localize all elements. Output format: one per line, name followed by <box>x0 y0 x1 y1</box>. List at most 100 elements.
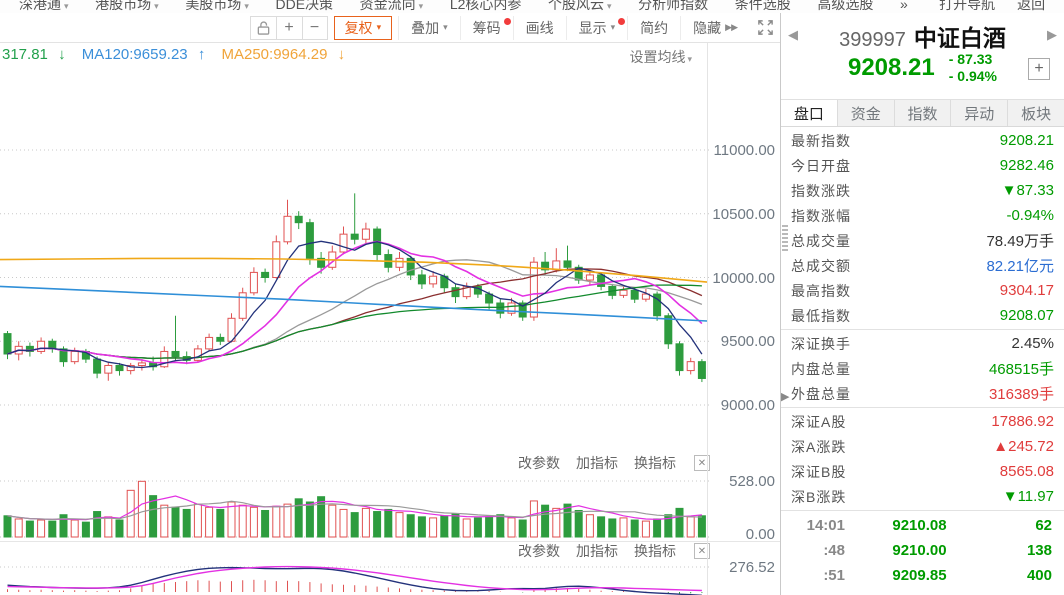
toolbar-button-筹码[interactable]: 筹码 <box>459 15 513 40</box>
axis-tick-label: 528.00 <box>729 473 775 490</box>
table-row: 总成交额 82.21亿元 <box>781 253 1064 278</box>
add-to-watchlist-button[interactable]: + <box>1028 58 1050 80</box>
menu-item-3[interactable]: DDE决策 <box>275 0 334 12</box>
menu-item-11[interactable]: 打开导航 <box>939 0 996 12</box>
pane-divider <box>0 541 780 542</box>
tick-vol: 254 <box>994 592 1052 595</box>
toolbar-button-叠加[interactable]: 叠加 ▾ <box>398 15 460 40</box>
chevron-down-icon: ▾ <box>418 1 424 11</box>
tick-row: 14:01 9210.08 62 <box>781 513 1064 538</box>
row-value: 316389手 <box>988 386 1054 403</box>
menu-item-8[interactable]: 条件选股 <box>734 0 791 12</box>
pane-link-换指标[interactable]: 换指标 <box>634 543 676 559</box>
tick-price: 9209.85 <box>892 567 947 584</box>
row-label: 最低指数 <box>791 307 851 324</box>
row-label: 深证A股 <box>791 413 847 430</box>
symbol-name: 中证白酒 <box>913 25 1006 51</box>
axis-tick-label: 11000.00 <box>713 142 775 159</box>
pane-link-加指标[interactable]: 加指标 <box>576 543 618 559</box>
pane-link-改参数[interactable]: 改参数 <box>518 455 560 471</box>
tick-row: :48 9210.00 138 <box>781 538 1064 563</box>
tick-price: 9210.08 <box>892 517 947 534</box>
quote-tabs: 盘口 资金 指数 异动 板块 <box>781 99 1064 127</box>
row-value: 2.45% <box>1011 335 1054 352</box>
tick-vol: 138 <box>1026 542 1052 559</box>
tab-异动[interactable]: 异动 <box>951 100 1009 126</box>
table-row: 最新指数 9208.21 <box>781 128 1064 153</box>
fullscreen-icon[interactable] <box>753 16 777 40</box>
menu-item-9[interactable]: 高级选股 <box>817 0 874 12</box>
menu-item-10[interactable]: » <box>900 0 908 12</box>
quote-header: ◀ ▶ 399997 中证白酒 9208.21 - 87.33- 0.94% + <box>781 13 1064 100</box>
axis-divider <box>707 43 708 595</box>
row-value: ▲245.72 <box>993 438 1054 455</box>
tab-资金[interactable]: 资金 <box>838 100 895 126</box>
ma-settings-link[interactable]: 设置均线 ▾ <box>629 49 692 65</box>
pane-link-加指标[interactable]: 加指标 <box>576 455 618 471</box>
chevron-down-icon: ▾ <box>610 22 616 32</box>
menu-item-5[interactable]: L2核心内参 <box>449 0 522 12</box>
row-value: 78.49万手 <box>986 233 1054 250</box>
axis-tick-label: 0.00 <box>745 526 775 543</box>
zoom-out-button[interactable]: − <box>301 15 328 40</box>
axis-tick-label: 10500.00 <box>712 205 775 223</box>
panel-collapse-arrow[interactable]: ▶ <box>781 391 790 403</box>
chevron-down-icon: ▾ <box>244 1 249 11</box>
row-label: 总成交量 <box>791 232 851 249</box>
menu-item-6[interactable]: 个股风云 ▾ <box>548 0 612 12</box>
close-icon[interactable]: ✕ <box>694 455 710 471</box>
row-value: 9208.07 <box>999 307 1054 324</box>
volume-pane-header: 改参数 加指标 换指标 ✕ <box>0 453 710 473</box>
quote-panel: ◀ ▶ 399997 中证白酒 9208.21 - 87.33- 0.94% + … <box>780 13 1064 595</box>
menu-item-12[interactable]: 返回 <box>1017 0 1046 12</box>
tab-指数[interactable]: 指数 <box>895 100 952 126</box>
time-and-sales: 14:01 9210.08 62:48 9210.00 138:51 9209.85 400… <box>781 511 1064 595</box>
row-value: 9304.17 <box>999 282 1054 299</box>
table-row: 深证A股 17886.92 <box>781 409 1064 434</box>
tick-time: 14:01 <box>806 517 845 534</box>
zoom-in-button[interactable]: + <box>275 15 302 40</box>
last-price: 9208.21 <box>847 54 935 81</box>
panel-resize-grip[interactable] <box>782 225 788 251</box>
tab-盘口[interactable]: 盘口 <box>781 99 838 126</box>
chart-area[interactable]: 317.81 ↓ MA120:9659.23 ↑ MA250:9964.29 ↓… <box>0 43 780 595</box>
close-icon[interactable]: ✕ <box>694 543 710 559</box>
row-label: 今日开盘 <box>791 157 851 174</box>
row-value: 468515手 <box>988 361 1054 378</box>
menu-item-7[interactable]: 分析师指数 <box>638 0 709 12</box>
quote-rows: 最新指数 9208.21 今日开盘 9282.46 指数涨跌 ▼87.33 指数涨幅 -0.9… <box>781 127 1064 511</box>
row-value: 9208.21 <box>999 132 1054 149</box>
table-row: 最低指数 9208.07 <box>781 303 1064 328</box>
next-symbol-arrow[interactable]: ▶ <box>1047 27 1057 42</box>
toolbar-button-隐藏[interactable]: 隐藏 ▶▶ <box>680 15 749 40</box>
tick-vol: 62 <box>1035 517 1052 534</box>
tick-price: 9210.00 <box>892 542 947 559</box>
table-row: 指数涨幅 -0.94% <box>781 203 1064 228</box>
row-value: ▼11.97 <box>1002 488 1054 505</box>
lock-icon[interactable] <box>249 15 276 40</box>
menu-item-4[interactable]: 资金流向 ▾ <box>359 0 424 12</box>
row-group-2: 深证A股 17886.92 深A涨跌 ▲245.72 深证B股 8565.08 深B涨跌 ▼1… <box>781 408 1064 511</box>
menu-item-2[interactable]: 美股市场 ▾ <box>185 0 249 12</box>
row-label: 深A涨跌 <box>791 438 847 455</box>
toolbar-button-复权[interactable]: 复权 ▾ <box>333 15 393 40</box>
row-value: -0.94% <box>1006 207 1054 224</box>
toolbar-button-显示[interactable]: 显示 ▾ <box>565 15 628 40</box>
row-label: 最新指数 <box>791 132 851 149</box>
toolbar-button-简约[interactable]: 简约 <box>627 15 680 40</box>
tick-price: 9209.96 <box>845 592 994 595</box>
chart-column: + − 复权 ▾ 叠加 ▾ 筹码 画线 显示 ▾ 简约 隐藏 ▶▶ 317.81 ↓ MA120:9… <box>0 13 780 595</box>
pane-link-换指标[interactable]: 换指标 <box>634 455 676 471</box>
pane-link-改参数[interactable]: 改参数 <box>518 543 560 559</box>
menu-item-1[interactable]: 港股市场 ▾ <box>95 0 159 12</box>
toolbar-button-画线[interactable]: 画线 <box>512 15 566 40</box>
chevron-down-icon: ▾ <box>64 1 69 11</box>
tab-板块[interactable]: 板块 <box>1021 105 1052 123</box>
chevron-down-icon: ▾ <box>687 54 692 64</box>
prev-symbol-arrow[interactable]: ◀ <box>788 27 798 42</box>
menu-item-0[interactable]: 深港通 ▾ <box>19 0 69 12</box>
ma-short-legend: 317.81 ↓ <box>2 46 66 63</box>
chevron-down-icon: ▾ <box>376 22 382 32</box>
notification-dot <box>618 17 626 25</box>
candlestick-chart <box>0 149 712 595</box>
